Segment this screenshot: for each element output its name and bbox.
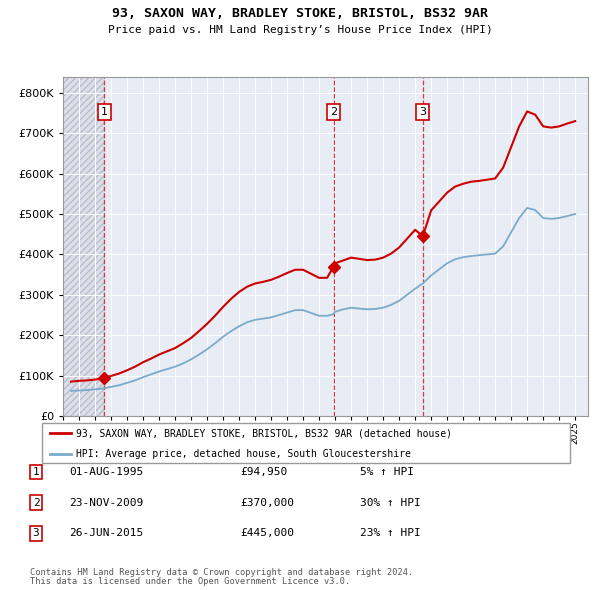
Text: This data is licensed under the Open Government Licence v3.0.: This data is licensed under the Open Gov…: [30, 577, 350, 586]
Text: 3: 3: [32, 529, 40, 538]
Text: 93, SAXON WAY, BRADLEY STOKE, BRISTOL, BS32 9AR (detached house): 93, SAXON WAY, BRADLEY STOKE, BRISTOL, B…: [76, 428, 452, 438]
Text: 26-JUN-2015: 26-JUN-2015: [69, 529, 143, 538]
Text: 2: 2: [330, 107, 337, 117]
Text: £94,950: £94,950: [240, 467, 287, 477]
FancyBboxPatch shape: [42, 423, 570, 463]
Text: 1: 1: [101, 107, 108, 117]
Text: HPI: Average price, detached house, South Gloucestershire: HPI: Average price, detached house, Sout…: [76, 450, 411, 460]
Text: Price paid vs. HM Land Registry’s House Price Index (HPI): Price paid vs. HM Land Registry’s House …: [107, 25, 493, 35]
Text: 01-AUG-1995: 01-AUG-1995: [69, 467, 143, 477]
Text: £370,000: £370,000: [240, 498, 294, 507]
Text: 3: 3: [419, 107, 427, 117]
Text: 23% ↑ HPI: 23% ↑ HPI: [360, 529, 421, 538]
Text: Contains HM Land Registry data © Crown copyright and database right 2024.: Contains HM Land Registry data © Crown c…: [30, 568, 413, 577]
Text: 23-NOV-2009: 23-NOV-2009: [69, 498, 143, 507]
Text: 1: 1: [32, 467, 40, 477]
Text: 93, SAXON WAY, BRADLEY STOKE, BRISTOL, BS32 9AR: 93, SAXON WAY, BRADLEY STOKE, BRISTOL, B…: [112, 7, 488, 20]
Text: 5% ↑ HPI: 5% ↑ HPI: [360, 467, 414, 477]
Text: 2: 2: [32, 498, 40, 507]
Bar: [63, 77, 104, 416]
Text: 30% ↑ HPI: 30% ↑ HPI: [360, 498, 421, 507]
Text: £445,000: £445,000: [240, 529, 294, 538]
